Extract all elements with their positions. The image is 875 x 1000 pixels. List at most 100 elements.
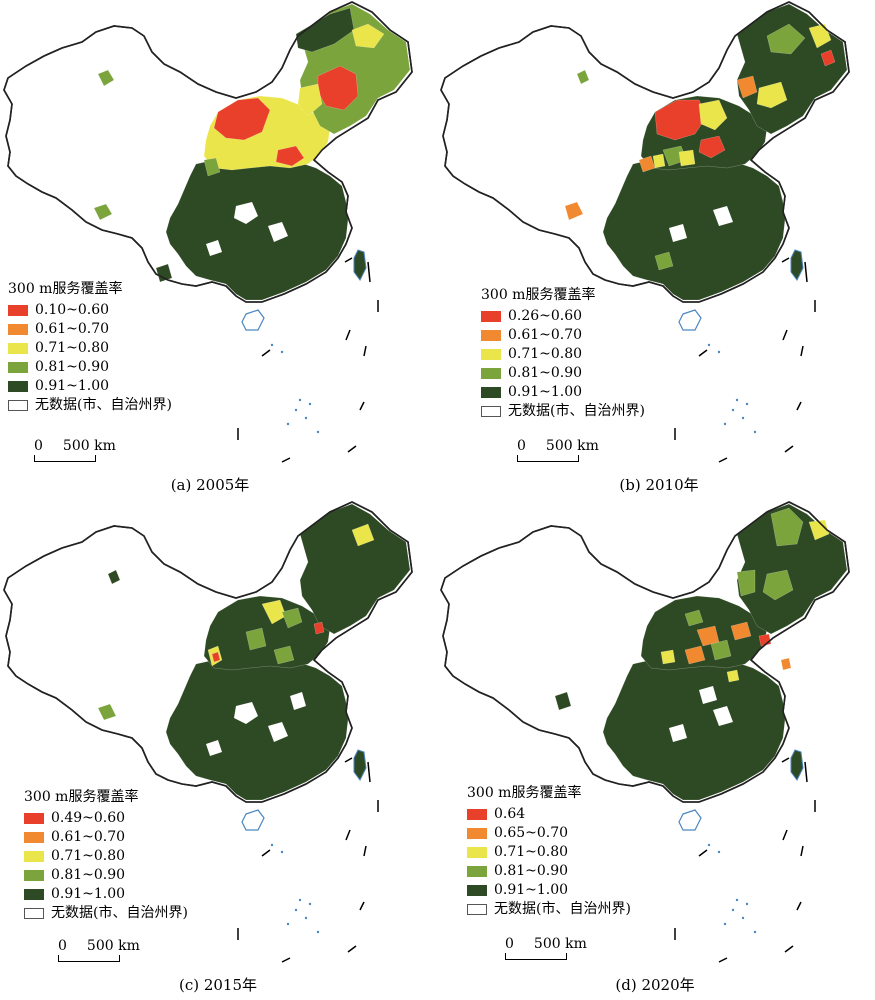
legend-item-nodata: 无数据(市、自治州界) xyxy=(467,900,631,919)
swatch-c3 xyxy=(467,847,487,858)
legend-title: 300 m服务覆盖率 xyxy=(8,281,123,297)
scale-zero: 0 xyxy=(58,938,67,954)
legend-2015: 300 m服务覆盖率 0.49~0.60 0.61~0.70 0.71~0.80… xyxy=(24,788,188,923)
legend-label: 0.81~0.90 xyxy=(494,863,569,879)
legend-2005: 300 m服务覆盖率 0.10~0.60 0.61~0.70 0.71~0.80… xyxy=(8,280,172,415)
panel-2010: 300 m服务覆盖率 0.26~0.60 0.61~0.70 0.71~0.80… xyxy=(437,0,874,500)
legend-item-nodata: 无数据(市、自治州界) xyxy=(481,402,645,421)
legend-label: 0.61~0.70 xyxy=(35,321,110,337)
swatch-c2 xyxy=(467,828,487,839)
legend-2020: 300 m服务覆盖率 0.64 0.65~0.70 0.71~0.80 0.81… xyxy=(467,784,631,919)
scale-distance: 500 km xyxy=(62,438,116,454)
legend-item: 0.81~0.90 xyxy=(467,862,631,881)
swatch-c5 xyxy=(467,885,487,896)
scale-distance: 500 km xyxy=(533,936,587,952)
map-2010 xyxy=(440,1,850,463)
legend-label: 0.81~0.90 xyxy=(51,867,126,883)
legend-item: 0.71~0.80 xyxy=(467,843,631,862)
map-2020 xyxy=(440,501,850,963)
legend-title: 300 m服务覆盖率 xyxy=(24,789,139,805)
legend-item: 0.61~0.70 xyxy=(24,828,188,847)
legend-item: 0.91~1.00 xyxy=(8,377,172,396)
legend-label: 0.91~1.00 xyxy=(494,882,569,898)
legend-label: 0.91~1.00 xyxy=(35,378,110,394)
caption-2010: (b) 2010年 xyxy=(619,476,699,494)
scale-zero: 0 xyxy=(505,936,514,952)
legend-label: 0.49~0.60 xyxy=(51,810,126,826)
legend-label: 无数据(市、自治州界) xyxy=(508,403,645,419)
swatch-c4 xyxy=(481,368,501,379)
legend-item: 0.61~0.70 xyxy=(481,326,645,345)
legend-item: 0.91~1.00 xyxy=(481,383,645,402)
scale-bar-2010: 0 500 km xyxy=(517,438,599,462)
legend-label: 0.65~0.70 xyxy=(494,825,569,841)
swatch-nodata xyxy=(481,406,501,417)
map-2005 xyxy=(3,1,413,463)
legend-label: 0.26~0.60 xyxy=(508,308,583,324)
scale-zero: 0 xyxy=(517,438,526,454)
legend-label: 0.71~0.80 xyxy=(508,346,583,362)
scale-distance: 500 km xyxy=(545,438,599,454)
swatch-c3 xyxy=(24,851,44,862)
scale-distance: 500 km xyxy=(86,938,140,954)
scale-line xyxy=(517,455,579,462)
panel-2020: 300 m服务覆盖率 0.64 0.65~0.70 0.71~0.80 0.81… xyxy=(437,500,874,1000)
swatch-c4 xyxy=(467,866,487,877)
legend-item: 0.10~0.60 xyxy=(8,301,172,320)
legend-item: 0.71~0.80 xyxy=(8,339,172,358)
scale-bar-2005: 0 500 km xyxy=(34,438,116,462)
swatch-nodata xyxy=(467,904,487,915)
legend-item: 0.61~0.70 xyxy=(8,320,172,339)
legend-label: 0.81~0.90 xyxy=(508,365,583,381)
swatch-c5 xyxy=(481,387,501,398)
swatch-c4 xyxy=(24,870,44,881)
map-2015 xyxy=(3,501,413,963)
swatch-c1 xyxy=(24,813,44,824)
legend-title: 300 m服务覆盖率 xyxy=(481,287,596,303)
legend-label: 0.64 xyxy=(494,806,526,822)
legend-label: 无数据(市、自治州界) xyxy=(35,397,172,413)
scale-line xyxy=(34,455,96,462)
legend-item: 0.65~0.70 xyxy=(467,824,631,843)
legend-label: 0.91~1.00 xyxy=(508,384,583,400)
legend-label: 0.10~0.60 xyxy=(35,302,110,318)
legend-item: 0.71~0.80 xyxy=(24,847,188,866)
legend-item: 0.91~1.00 xyxy=(467,881,631,900)
swatch-c3 xyxy=(481,349,501,360)
swatch-c1 xyxy=(8,305,28,316)
panel-2005: 300 m服务覆盖率 0.10~0.60 0.61~0.70 0.71~0.80… xyxy=(0,0,437,500)
legend-title: 300 m服务覆盖率 xyxy=(467,785,582,801)
scale-line xyxy=(58,955,120,962)
legend-item: 0.91~1.00 xyxy=(24,885,188,904)
caption-2015: (c) 2015年 xyxy=(178,976,258,994)
legend-label: 0.81~0.90 xyxy=(35,359,110,375)
legend-label: 无数据(市、自治州界) xyxy=(494,901,631,917)
legend-item: 0.64 xyxy=(467,805,631,824)
swatch-c1 xyxy=(467,809,487,820)
legend-label: 0.71~0.80 xyxy=(494,844,569,860)
legend-label: 0.91~1.00 xyxy=(51,886,126,902)
swatch-c1 xyxy=(481,311,501,322)
legend-item: 0.71~0.80 xyxy=(481,345,645,364)
legend-label: 0.71~0.80 xyxy=(51,848,126,864)
scale-zero: 0 xyxy=(34,438,43,454)
swatch-c2 xyxy=(481,330,501,341)
swatch-c3 xyxy=(8,343,28,354)
swatch-c5 xyxy=(24,889,44,900)
legend-item-nodata: 无数据(市、自治州界) xyxy=(24,904,188,923)
caption-2020: (d) 2020年 xyxy=(615,976,695,994)
legend-label: 0.61~0.70 xyxy=(508,327,583,343)
panel-2015: 300 m服务覆盖率 0.49~0.60 0.61~0.70 0.71~0.80… xyxy=(0,500,437,1000)
swatch-c5 xyxy=(8,381,28,392)
legend-item-nodata: 无数据(市、自治州界) xyxy=(8,396,172,415)
swatch-nodata xyxy=(24,908,44,919)
swatch-c2 xyxy=(8,324,28,335)
legend-2010: 300 m服务覆盖率 0.26~0.60 0.61~0.70 0.71~0.80… xyxy=(481,286,645,421)
legend-item: 0.81~0.90 xyxy=(481,364,645,383)
legend-label: 0.71~0.80 xyxy=(35,340,110,356)
caption-2005: (a) 2005年 xyxy=(170,476,250,494)
swatch-c4 xyxy=(8,362,28,373)
legend-item: 0.49~0.60 xyxy=(24,809,188,828)
swatch-c2 xyxy=(24,832,44,843)
legend-item: 0.26~0.60 xyxy=(481,307,645,326)
